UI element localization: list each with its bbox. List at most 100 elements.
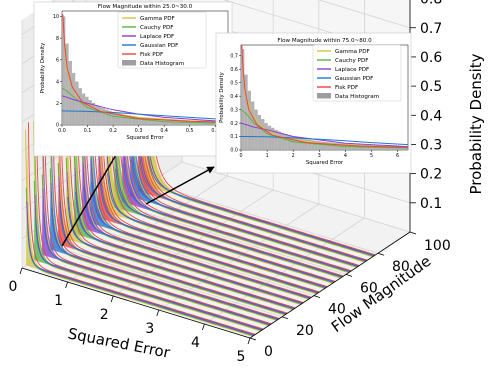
inset-y-tick-label: 0 [56, 123, 59, 129]
histogram-bar [71, 72, 76, 125]
y-tick-mark [345, 274, 353, 277]
histogram-bar [161, 119, 165, 125]
slice-pdf-line [25, 187, 254, 337]
legend-entry: Gamma PDF [140, 16, 175, 22]
density-slice [105, 72, 336, 284]
inset-legend: Gamma PDF Cauchy PDF Laplace PDF Gaussian P… [117, 11, 207, 69]
slice-pdf-line [51, 100, 280, 319]
inset-y-tick-label: 4 [56, 79, 59, 85]
slice-pdf-line [107, 173, 335, 283]
histogram-bar [324, 141, 328, 150]
slice-pdf-line [27, 225, 255, 336]
density-slice [73, 85, 304, 305]
pdf-curve [240, 122, 409, 148]
histogram-bar [75, 81, 79, 125]
legend-entry: Gaussian PDF [140, 43, 178, 49]
slice-pdf-line [105, 79, 333, 284]
pdf-curve [61, 95, 229, 123]
x-tick-label: 5 [237, 349, 246, 365]
density-slice [113, 69, 344, 279]
density-slice [121, 67, 352, 274]
histogram-bar [251, 101, 255, 150]
histogram-bar [145, 117, 149, 125]
slice-pdf-line [91, 182, 319, 293]
histogram-bar [291, 136, 295, 150]
inset-panel: 0.0 0.1 0.2 0.3 0.4 0.5 0.6 0 2 4 6 8 10 Flow Magnitu… [33, 1, 233, 157]
y-tick-label: 100 [424, 238, 451, 254]
histogram-bar [62, 16, 66, 125]
histogram-bar [271, 127, 275, 150]
slice-pdf-line [106, 149, 335, 283]
histogram-bar [284, 134, 288, 150]
z-tick-label: 0.3 [420, 137, 442, 153]
histogram-bar [101, 108, 106, 125]
slice-pdf-line [138, 134, 367, 262]
density-slice [97, 75, 328, 290]
density-slice [145, 62, 376, 258]
slice-pdf-line [122, 141, 351, 273]
density-slice [81, 81, 312, 300]
inset-x-tick-label: 1 [266, 153, 269, 159]
histogram-bar [244, 74, 248, 150]
slice-pdf-line [59, 94, 288, 314]
histogram-bar [317, 141, 322, 150]
histogram-bar [314, 140, 318, 150]
slice-pdf-line [123, 67, 352, 272]
y-tick-label: 40 [328, 302, 346, 318]
histogram-bar [95, 104, 99, 125]
slice-pdf-line [129, 72, 357, 268]
slice-pdf-line [113, 77, 341, 279]
pdf-curve [240, 109, 409, 149]
legend-frame [117, 11, 207, 69]
slice-pdf-line [121, 74, 349, 274]
axes-3d: 0123450204060801000.10.20.30.40.50.60.70… [9, 0, 451, 365]
z-axis-label: Probability Density [467, 53, 485, 194]
slice-pdf-line [145, 68, 373, 258]
inset-x-tick-label: 0 [239, 153, 242, 159]
slice-pdf-line [123, 164, 351, 272]
slice-pdf-line [91, 78, 320, 293]
inset-legend: Gamma PDF Cauchy PDF Laplace PDF Gaussian P… [312, 44, 402, 102]
histogram-bar [88, 100, 92, 125]
slice-pdf-line [107, 72, 336, 282]
histogram-bar [154, 118, 159, 125]
histogram-bar [321, 141, 325, 150]
slice-pdf-line [43, 106, 272, 325]
histogram-bar [131, 116, 136, 125]
slice-pdf-line [59, 202, 287, 315]
histogram-bar [135, 116, 139, 125]
x-tick-mark [247, 337, 251, 345]
histogram-bar [307, 139, 312, 150]
slice-pdf-line [41, 174, 270, 326]
histogram-bar [115, 112, 119, 125]
histogram-bar [297, 137, 302, 150]
pdf-curve [61, 110, 229, 121]
histogram-bar [247, 90, 252, 150]
y-tick-label: 0 [264, 344, 273, 360]
density-slice [25, 122, 256, 337]
legend-entry: Laplace PDF [335, 67, 369, 73]
slice-pdf-line [43, 213, 271, 325]
histogram-bar [171, 120, 175, 125]
legend-entry: Cauchy PDF [335, 58, 369, 64]
histogram-bar [85, 96, 89, 125]
z-tick-label: 0.1 [420, 196, 442, 212]
histogram-bar [158, 119, 162, 125]
inset-y-tick-label: 0.6 [230, 67, 238, 73]
legend-entry: Laplace PDF [140, 34, 174, 40]
histogram-bar [261, 119, 265, 150]
slice-pdf-line [35, 113, 264, 330]
histogram-bar [294, 136, 298, 150]
slice-pdf-line [139, 63, 368, 261]
pdf-curve [62, 14, 229, 123]
histogram-bar [241, 49, 245, 150]
histogram-bar [125, 115, 129, 125]
inset-y-tick-label: 2 [56, 101, 59, 107]
slice-pdf-line [97, 82, 325, 290]
density-slice [137, 63, 368, 263]
histogram-bar [68, 60, 72, 125]
y-tick-label: 60 [360, 280, 378, 296]
x-tick-label: 3 [145, 321, 154, 337]
inset-title: Flow Magnitude within 75.0~80.0 [277, 38, 372, 44]
